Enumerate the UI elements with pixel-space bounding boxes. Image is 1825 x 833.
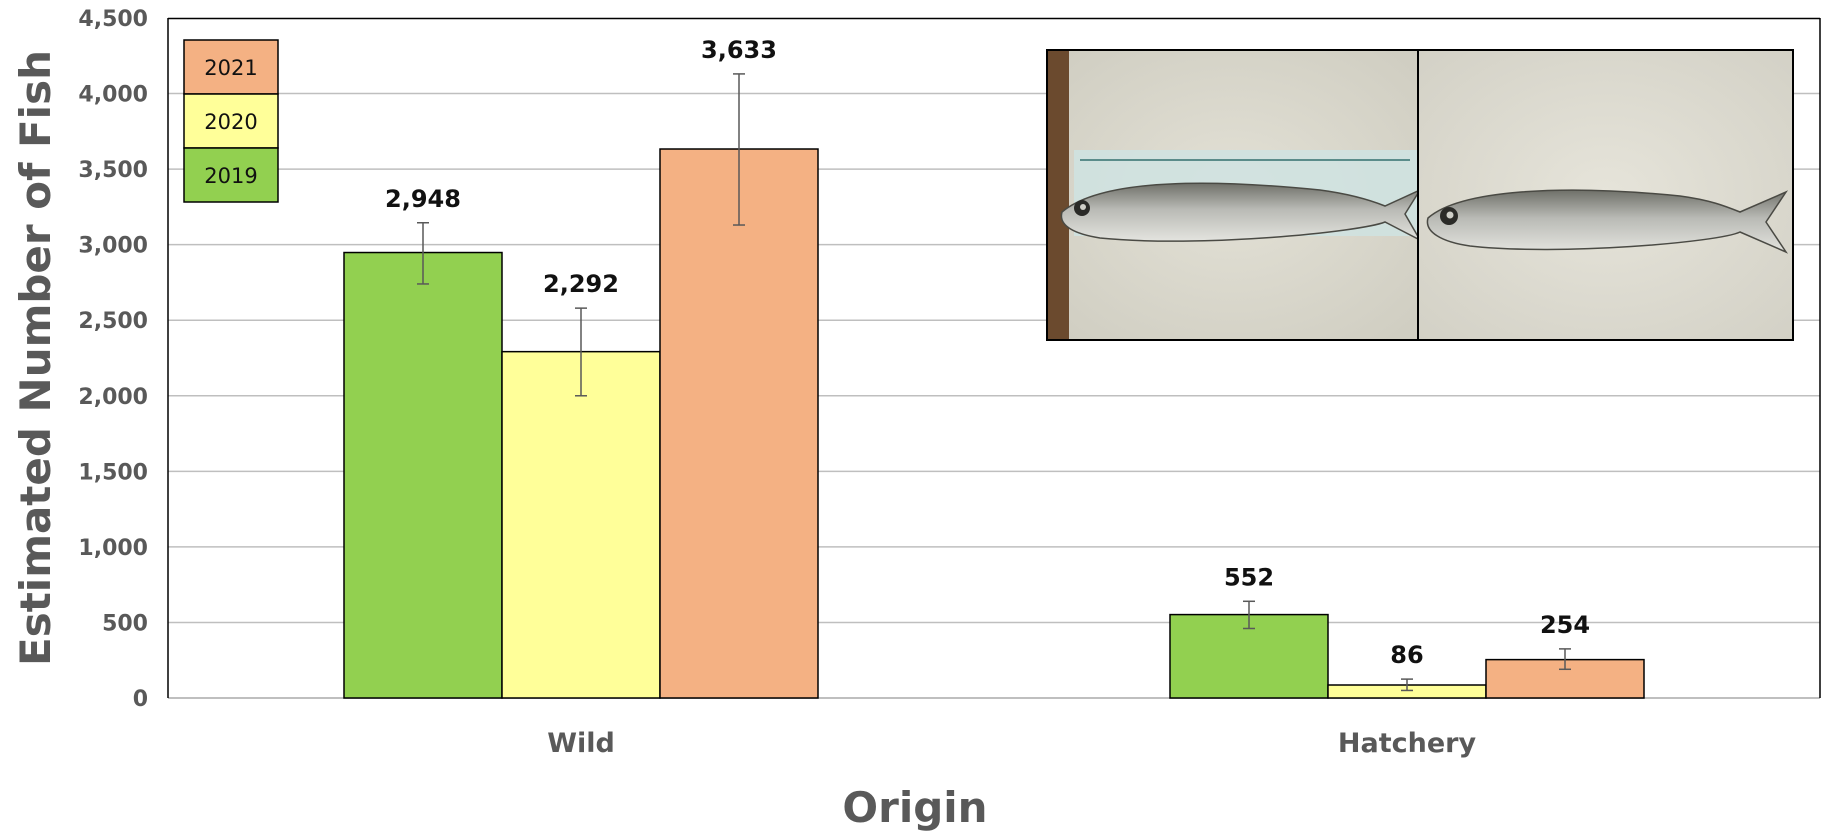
legend-swatch-2020 xyxy=(183,93,279,149)
fish-photo-icon xyxy=(1046,49,1794,341)
bar-wild-2021 xyxy=(659,148,819,699)
error-bar xyxy=(1401,678,1413,692)
y-tick-label: 1,000 xyxy=(78,536,148,561)
x-axis-title: Origin xyxy=(842,783,987,832)
error-bar xyxy=(1559,648,1571,671)
x-category-label: Wild xyxy=(547,728,615,759)
legend-label: 2020 xyxy=(204,110,257,134)
data-label: 3,633 xyxy=(701,36,777,64)
legend: 2021 2020 2019 xyxy=(183,39,279,203)
bar-wild-2019 xyxy=(343,251,503,699)
error-bar xyxy=(575,307,587,397)
legend-label: 2019 xyxy=(204,164,257,188)
y-tick-label: 3,000 xyxy=(78,234,148,259)
y-tick-label: 2,000 xyxy=(78,385,148,410)
y-tick-label: 1,500 xyxy=(78,460,148,485)
data-label: 2,948 xyxy=(385,185,461,213)
x-axis-categories: Wild Hatchery xyxy=(547,728,1476,759)
bar-wild-2020 xyxy=(501,350,661,699)
data-label: 86 xyxy=(1390,641,1423,669)
y-tick-label: 4,500 xyxy=(78,7,148,32)
y-axis-title: Estimated Number of Fish xyxy=(11,50,60,666)
y-tick-label: 0 xyxy=(133,687,148,712)
bars xyxy=(343,148,1645,699)
y-tick-label: 2,500 xyxy=(78,309,148,334)
error-bars xyxy=(417,73,1571,692)
data-label: 552 xyxy=(1224,563,1274,591)
x-category-label: Hatchery xyxy=(1338,728,1477,759)
error-bar xyxy=(417,222,429,285)
error-bar xyxy=(733,73,745,226)
data-label: 2,292 xyxy=(543,270,619,298)
data-label: 254 xyxy=(1540,611,1590,639)
y-tick-label: 3,500 xyxy=(78,158,148,183)
data-labels: 2,948 2,292 3,633 552 86 254 xyxy=(385,36,1590,669)
legend-label: 2021 xyxy=(204,56,257,80)
legend-swatch-2019 xyxy=(183,147,279,203)
y-tick-label: 4,000 xyxy=(78,83,148,108)
y-axis-ticks: 0 500 1,000 1,500 2,000 2,500 3,000 3,500 4,000 4… xyxy=(78,7,148,712)
error-bar xyxy=(1243,600,1255,630)
y-tick-label: 500 xyxy=(102,611,148,636)
